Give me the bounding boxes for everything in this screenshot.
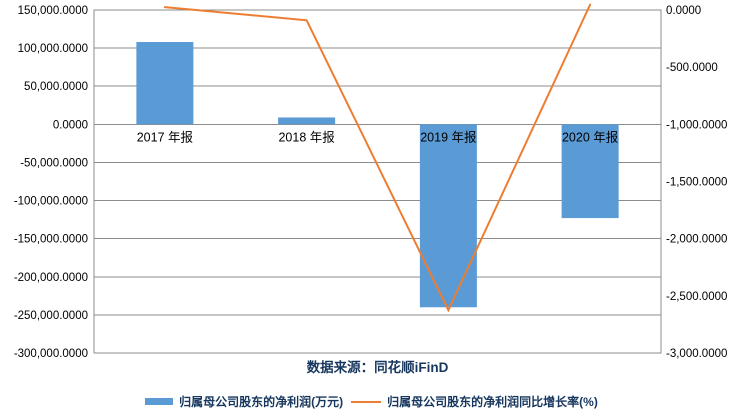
line-series <box>163 3 592 313</box>
svg-text:-200,000.0000: -200,000.0000 <box>14 272 88 284</box>
svg-text:-300,000.0000: -300,000.0000 <box>14 348 88 360</box>
bar-2019 年报 <box>419 124 477 308</box>
svg-text:-150,000.0000: -150,000.0000 <box>14 234 88 246</box>
svg-text:-250,000.0000: -250,000.0000 <box>14 310 88 322</box>
svg-text:-2,000.0000: -2,000.0000 <box>666 234 727 246</box>
chart-canvas: 150,000.0000 100,000.0000 50,000.0000 0.000… <box>14 3 727 360</box>
svg-text:2018 年报: 2018 年报 <box>278 129 335 144</box>
bar-series-swatch-icon <box>145 398 174 405</box>
legend-label-growth-rate: 归属母公司股东的净利润同比增长率(%) <box>387 395 598 409</box>
left-axis-labels: 150,000.0000 100,000.0000 50,000.0000 0.000… <box>14 5 88 360</box>
svg-text:2020 年报: 2020 年报 <box>562 129 619 144</box>
bar-series <box>136 42 619 308</box>
svg-text:-1,000.0000: -1,000.0000 <box>666 119 727 131</box>
plot-frame <box>93 9 662 354</box>
svg-text:0.0000: 0.0000 <box>53 119 88 131</box>
chart-legend: 归属母公司股东的净利润(万元) 归属母公司股东的净利润同比增长率(%) <box>0 393 743 410</box>
svg-text:2019 年报: 2019 年报 <box>420 129 477 144</box>
svg-text:-50,000.0000: -50,000.0000 <box>20 157 88 169</box>
bar-2018 年报 <box>278 117 336 125</box>
svg-text:-100,000.0000: -100,000.0000 <box>14 196 88 208</box>
svg-text:2017 年报: 2017 年报 <box>137 129 194 144</box>
legend-item-growth-rate: 归属母公司股东的净利润同比增长率(%) <box>351 393 598 410</box>
bar-2017 年报 <box>136 42 194 125</box>
svg-text:100,000.0000: 100,000.0000 <box>18 43 88 55</box>
x-axis-labels: 2017 年报 2018 年报 2019 年报 2020 年报 <box>137 129 619 144</box>
svg-text:150,000.0000: 150,000.0000 <box>18 5 88 17</box>
svg-text:50,000.0000: 50,000.0000 <box>24 81 88 93</box>
svg-text:-3,000.0000: -3,000.0000 <box>666 348 727 360</box>
bar-2020 年报 <box>561 124 619 219</box>
right-axis-labels: 0.0000 -500.0000 -1,000.0000 -1,500.0000 -2,… <box>666 5 727 360</box>
legend-item-net-profit: 归属母公司股东的净利润(万元) <box>145 393 343 410</box>
legend-label-net-profit: 归属母公司股东的净利润(万元) <box>179 395 344 409</box>
svg-text:-500.0000: -500.0000 <box>666 62 718 74</box>
svg-text:0.0000: 0.0000 <box>666 5 701 17</box>
svg-text:-1,500.0000: -1,500.0000 <box>666 177 727 189</box>
svg-text:-2,500.0000: -2,500.0000 <box>666 291 727 303</box>
line-series-swatch-icon <box>351 400 382 403</box>
data-source-note: 数据来源：同花顺iFinD <box>306 360 449 375</box>
